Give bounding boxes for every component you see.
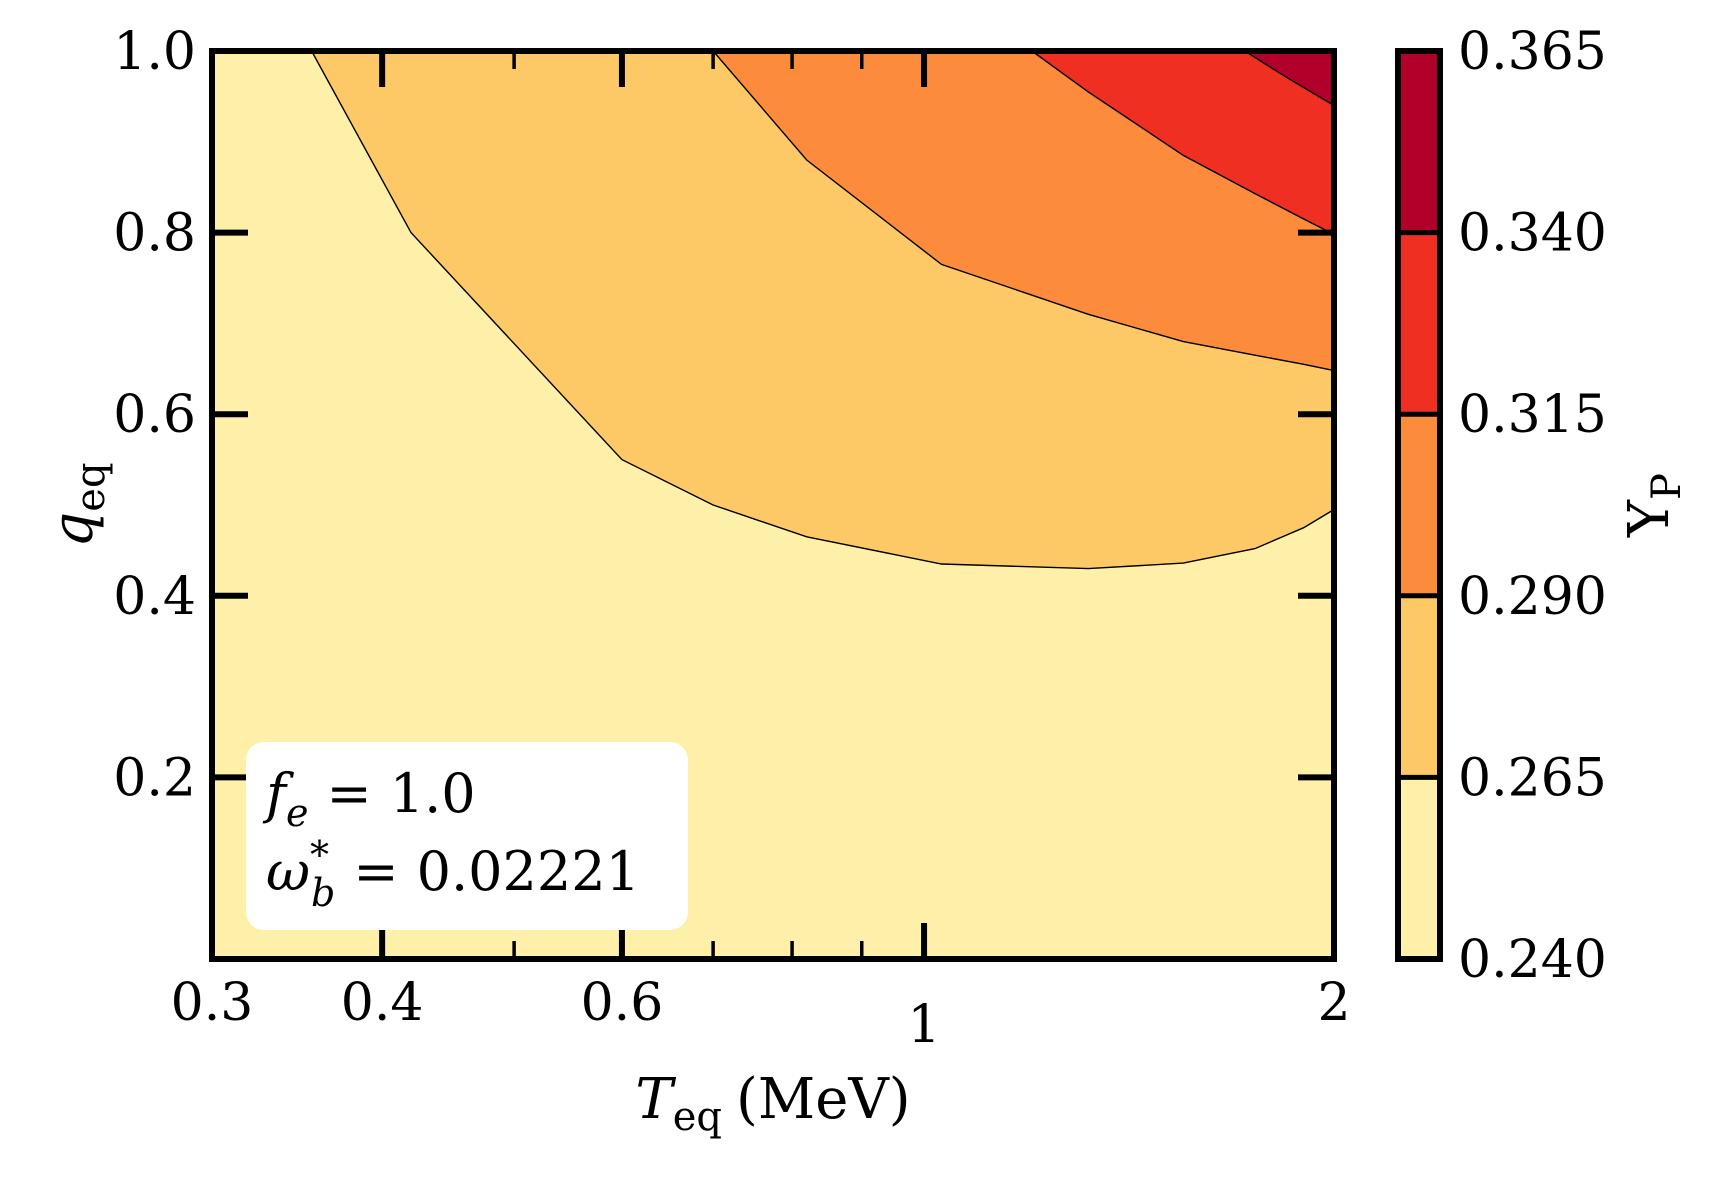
y-tick-labels: 0.2 0.4 0.6 0.8 1.0 bbox=[113, 22, 196, 808]
annotation-omega-subscript: b bbox=[311, 871, 335, 915]
colorbar-tick-label: 0.290 bbox=[1458, 567, 1607, 627]
y-tick-label: 0.2 bbox=[113, 748, 196, 808]
plot-frame bbox=[209, 48, 1337, 962]
x-tick-label: 1 bbox=[908, 995, 941, 1055]
y-axis-title-symbol: q bbox=[41, 512, 106, 548]
x-tick-labels: 0.3 0.4 0.6 1 2 bbox=[171, 973, 1351, 1055]
x-axis-title-symbol: T bbox=[635, 1067, 676, 1132]
x-tick-label: 0.3 bbox=[171, 973, 254, 1033]
annotation-box: fe = 1.0 ω* b = 0.02221 bbox=[246, 742, 688, 930]
colorbar-title: YP bbox=[1617, 473, 1690, 538]
colorbar-band bbox=[1398, 414, 1440, 596]
y-tick-label: 0.6 bbox=[113, 385, 196, 445]
colorbar: 0.240 0.265 0.290 0.315 0.340 0.365 bbox=[1395, 22, 1607, 990]
contour-line-0 bbox=[310, 50, 1335, 570]
contour-line-1 bbox=[712, 50, 1335, 372]
y-axis-title: qeq bbox=[41, 462, 114, 547]
annotation-background bbox=[246, 742, 688, 930]
x-axis-title-subscript: eq bbox=[673, 1094, 722, 1140]
colorbar-band bbox=[1398, 595, 1440, 778]
colorbar-tick-label: 0.340 bbox=[1458, 204, 1607, 264]
colorbar-tick-label: 0.315 bbox=[1458, 385, 1607, 445]
y-axis-title-subscript: eq bbox=[68, 462, 114, 511]
annotation-omega-symbol: ω bbox=[266, 840, 310, 903]
contour-line-3 bbox=[1244, 50, 1335, 107]
annotation-fe-subscript: e bbox=[286, 791, 309, 835]
colorbar-band bbox=[1398, 232, 1440, 415]
annotation-fe-equals: = bbox=[327, 762, 372, 825]
annotation-fe-value: 1.0 bbox=[390, 762, 476, 825]
colorbar-tick-label: 0.240 bbox=[1458, 930, 1607, 990]
colorbar-tick-label: 0.365 bbox=[1458, 22, 1607, 82]
x-axis-title: Teq (MeV) bbox=[635, 1067, 910, 1140]
colorbar-frame bbox=[1395, 48, 1443, 962]
colorbar-title-subscript: P bbox=[1644, 473, 1690, 500]
annotation-omega: ω* b = 0.02221 bbox=[266, 833, 640, 915]
y-tick-label: 0.4 bbox=[113, 567, 196, 627]
x-tick-label: 0.6 bbox=[581, 973, 664, 1033]
colorbar-band bbox=[1398, 777, 1440, 959]
colorbar-band bbox=[1398, 51, 1440, 233]
contour-line-2 bbox=[1031, 50, 1335, 236]
x-axis-title-unit: (MeV) bbox=[736, 1067, 911, 1132]
colorbar-title-main: Y bbox=[1617, 499, 1682, 538]
annotation-omega-equals: = bbox=[353, 840, 398, 903]
annotation-omega-value: 0.02221 bbox=[417, 840, 640, 903]
annotation-omega-superscript: * bbox=[310, 833, 329, 877]
x-tick-label: 0.4 bbox=[341, 973, 424, 1033]
contour-region-3 bbox=[1031, 51, 1334, 235]
y-tick-label: 1.0 bbox=[113, 22, 196, 82]
y-tick-label: 0.8 bbox=[113, 204, 196, 264]
colorbar-tick-label: 0.265 bbox=[1458, 748, 1607, 808]
annotation-fe: fe = 1.0 bbox=[262, 762, 476, 835]
x-tick-label: 2 bbox=[1317, 973, 1350, 1033]
contour-lines bbox=[310, 50, 1335, 570]
